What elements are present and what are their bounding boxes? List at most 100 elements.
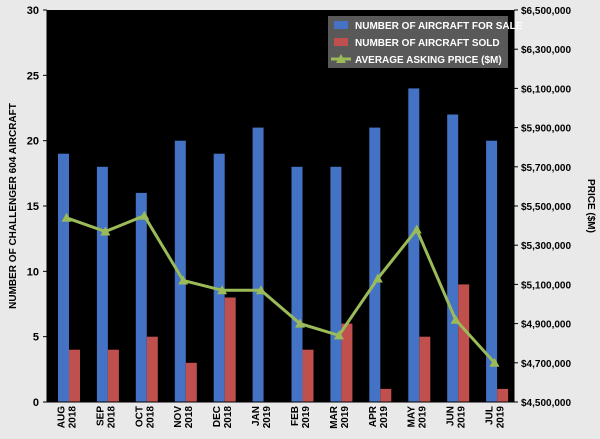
x-tick-label: SEP2018 — [95, 406, 117, 429]
x-tick-year: 2019 — [496, 406, 507, 429]
bar-sold — [107, 349, 119, 402]
x-tick-month: FEB — [290, 406, 301, 426]
bar-sold — [69, 349, 80, 402]
legend-swatch — [334, 21, 348, 29]
x-tick-month: NOV — [173, 406, 184, 428]
x-tick-label: OCT2018 — [134, 406, 156, 429]
price-point — [256, 285, 266, 295]
y-tick-label: 10 — [27, 266, 39, 278]
legend-swatch-marker — [336, 54, 346, 63]
price-point — [411, 224, 422, 234]
price-point — [372, 273, 383, 283]
y2-tick-label: $4,700,000 — [521, 359, 571, 370]
x-tick-label: JUN2019 — [446, 406, 468, 429]
price-line — [61, 210, 500, 367]
y2-tick-label: $6,100,000 — [521, 84, 571, 95]
price-point — [61, 212, 72, 222]
price-point — [489, 357, 500, 367]
y2-axis-label: PRICE ($M) — [585, 179, 596, 233]
price-point — [139, 210, 150, 220]
bars — [58, 88, 509, 403]
y-tick-label: 20 — [27, 136, 39, 148]
x-tick-month: JUL — [485, 406, 496, 425]
y-tick-label: 0 — [33, 397, 39, 409]
y2-tick-label: $5,100,000 — [521, 280, 571, 291]
x-tick-month: DEC — [212, 406, 223, 427]
bar-for-sale — [330, 166, 342, 402]
x-tick-year: 2018 — [184, 406, 195, 429]
bar-sold — [458, 284, 470, 402]
bar-for-sale — [369, 127, 381, 402]
legend-entry: NUMBER OF AIRCRAFT SOLD — [355, 38, 500, 49]
legend-swatch — [334, 38, 348, 46]
price-point — [178, 275, 189, 285]
y2-tick-label: $6,300,000 — [521, 45, 571, 56]
y2-tick-label: $5,700,000 — [521, 163, 571, 174]
x-tick-label: FEB2019 — [290, 406, 312, 429]
x-tick-month: AUG — [57, 406, 68, 428]
x-tick-year: 2019 — [340, 406, 351, 429]
bar-sold — [497, 388, 509, 402]
bar-for-sale — [213, 153, 225, 402]
price-line-path — [66, 213, 496, 364]
y-axis-right: $4,500,000 $4,700,000 $4,900,000 $5,100,000… — [513, 6, 571, 409]
x-tick-year: 2019 — [262, 406, 273, 429]
y2-tick-label: $5,300,000 — [521, 241, 571, 252]
x-tick-year: 2019 — [301, 406, 312, 429]
bar-sold — [146, 336, 158, 402]
bar-for-sale — [408, 88, 420, 403]
bar-for-sale — [447, 114, 459, 402]
legend-box — [328, 16, 508, 68]
y2-tick-label: $6,500,000 — [521, 6, 571, 17]
x-tick-label: APR2019 — [368, 405, 390, 428]
bar-for-sale — [58, 153, 69, 402]
price-point — [100, 226, 111, 236]
x-tick-label: JUL2019 — [485, 406, 507, 429]
x-tick-year: 2019 — [379, 406, 390, 429]
legend-entry: NUMBER OF AIRCRAFT FOR SALE — [355, 21, 523, 32]
price-point — [333, 330, 344, 340]
plot-area — [47, 10, 514, 402]
bar-for-sale — [96, 166, 108, 402]
x-axis: AUG2018 SEP2018 OCT2018 NOV2018 DEC2018 JAN20… — [47, 401, 514, 429]
x-tick-month: APR — [368, 405, 379, 427]
y-axis-left: 0 5 10 15 20 25 30 — [27, 5, 48, 409]
y2-tick-label: $5,500,000 — [521, 202, 571, 213]
x-tick-month: MAR — [329, 405, 340, 429]
y2-tick-label: $5,900,000 — [521, 124, 571, 135]
x-tick-month: JAN — [251, 406, 262, 426]
y-tick-label: 15 — [27, 201, 39, 213]
bar-sold — [224, 297, 236, 402]
bar-sold — [419, 336, 431, 402]
x-tick-year: 2018 — [145, 406, 156, 429]
x-tick-year: 2018 — [106, 406, 117, 429]
x-tick-label: NOV2018 — [173, 406, 195, 429]
x-tick-label: AUG2018 — [57, 406, 79, 429]
price-point — [295, 318, 305, 328]
legend-entry: AVERAGE ASKING PRICE ($M) — [355, 55, 502, 66]
legend: NUMBER OF AIRCRAFT FOR SALE NUMBER OF AIR… — [328, 16, 523, 68]
x-tick-label: MAY2019 — [407, 406, 429, 429]
bar-for-sale — [486, 140, 498, 402]
y-tick-label: 30 — [27, 5, 39, 17]
bar-for-sale — [291, 166, 303, 402]
bar-sold — [185, 362, 197, 402]
x-tick-year: 2018 — [68, 406, 79, 429]
y2-tick-label: $4,900,000 — [521, 320, 571, 331]
bar-for-sale — [174, 140, 186, 402]
bar-sold — [380, 388, 392, 402]
y-tick-label: 25 — [27, 70, 39, 82]
x-tick-label: DEC2018 — [212, 406, 234, 429]
x-tick-year: 2018 — [223, 406, 234, 429]
x-tick-year: 2019 — [457, 406, 468, 429]
y-tick-label: 5 — [33, 332, 39, 344]
price-point — [450, 314, 461, 324]
x-tick-year: 2019 — [418, 406, 429, 429]
y2-tick-label: $4,500,000 — [521, 398, 571, 409]
x-tick-month: MAY — [407, 406, 418, 428]
bar-for-sale — [135, 192, 147, 402]
x-tick-label: JAN2019 — [251, 406, 273, 429]
y-axis-label: NUMBER OF CHALLENGER 604 AIRCRAFT — [8, 103, 19, 309]
